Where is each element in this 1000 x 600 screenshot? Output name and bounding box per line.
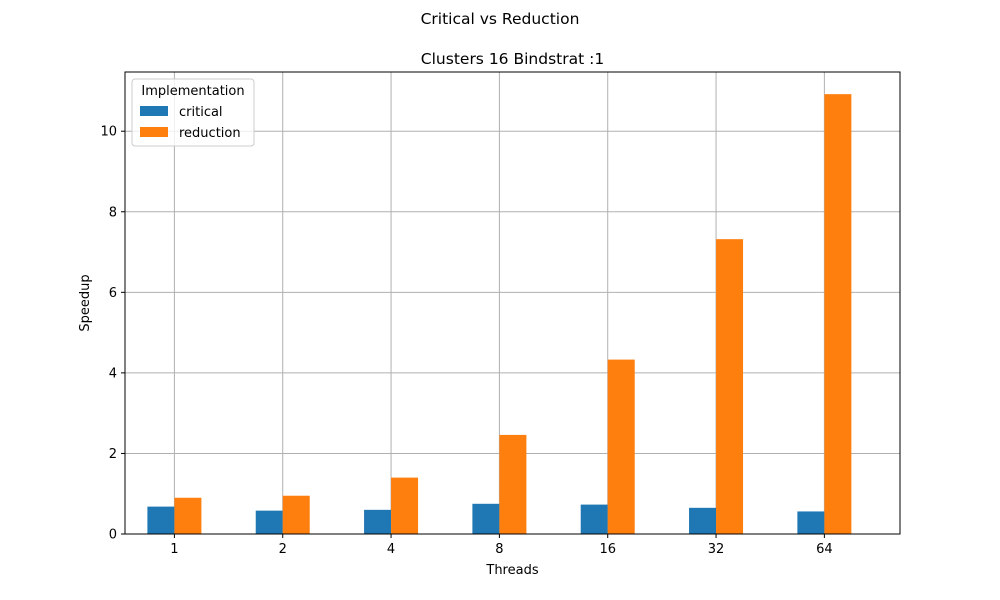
bars (147, 94, 852, 534)
x-tick-label: 8 (495, 542, 503, 557)
y-tick-label: 10 (100, 125, 117, 140)
legend-label-critical: critical (179, 105, 223, 120)
x-tick-label: 2 (279, 542, 287, 557)
bar-reduction-1 (174, 497, 202, 534)
x-tick-label: 4 (387, 542, 395, 557)
bar-critical-32 (689, 507, 717, 534)
bar-critical-1 (147, 506, 175, 534)
bar-reduction-2 (282, 495, 310, 534)
bar-reduction-4 (391, 477, 419, 534)
legend: Implementation critical reduction (131, 78, 255, 147)
x-axis-label: Threads (485, 563, 538, 578)
bar-critical-2 (255, 510, 283, 534)
x-tick-label: 32 (708, 542, 725, 557)
legend-swatch-reduction (140, 127, 168, 137)
bar-reduction-8 (499, 434, 527, 534)
plot-frame (124, 71, 901, 535)
legend-title: Implementation (141, 84, 244, 99)
y-tick-label: 4 (109, 366, 117, 381)
axis-ticks: 1 2 4 8 16 32 64 0 2 4 6 8 10 (100, 125, 832, 557)
bar-reduction-32 (716, 239, 744, 534)
y-axis-label: Speedup (78, 274, 93, 331)
bar-reduction-16 (607, 359, 635, 534)
legend-label-reduction: reduction (179, 126, 241, 141)
y-tick-label: 8 (109, 205, 117, 220)
y-tick-label: 2 (109, 447, 117, 462)
chart-title: Clusters 16 Bindstrat :1 (421, 50, 604, 68)
x-tick-label: 1 (170, 542, 178, 557)
legend-swatch-critical (140, 106, 168, 116)
x-tick-label: 16 (599, 542, 616, 557)
bar-critical-4 (364, 509, 392, 534)
y-tick-label: 6 (109, 286, 117, 301)
y-tick-label: 0 (109, 528, 117, 543)
bar-critical-64 (797, 511, 825, 534)
bar-reduction-64 (824, 94, 852, 534)
x-tick-label: 64 (816, 542, 833, 557)
bar-critical-8 (472, 503, 500, 534)
bar-critical-16 (580, 504, 608, 534)
figure-suptitle: Critical vs Reduction (421, 10, 580, 28)
